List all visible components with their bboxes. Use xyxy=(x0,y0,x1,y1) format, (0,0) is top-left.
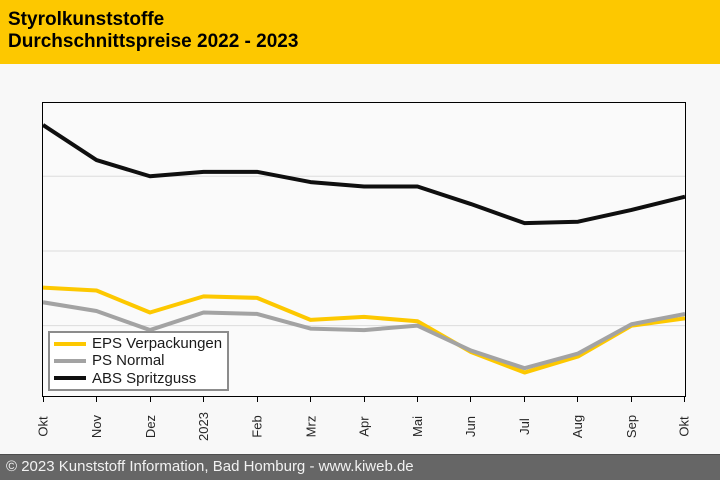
series-line-eps xyxy=(43,285,685,375)
x-tick xyxy=(203,397,205,402)
x-tick-label-text: Jun xyxy=(463,415,479,437)
legend-swatch-eps-icon xyxy=(54,341,86,346)
x-tick xyxy=(577,397,579,402)
x-tick-label: Mrz xyxy=(287,403,335,449)
x-tick-label: Aug xyxy=(554,403,602,449)
legend-item-ps: PS Normal xyxy=(54,352,227,369)
page-subtitle: Durchschnittspreise 2022 - 2023 xyxy=(8,31,299,52)
x-tick-label-text: Nov xyxy=(89,414,105,438)
x-tick xyxy=(523,397,525,402)
x-tick-label: Sep xyxy=(607,403,655,449)
x-tick-label-text: 2023 xyxy=(196,411,212,441)
x-tick-label: Feb xyxy=(233,403,281,449)
chart-legend: EPS Verpackungen PS Normal ABS Spritzgus… xyxy=(48,331,229,391)
series-line-abs xyxy=(43,123,685,226)
x-tick-label: Okt xyxy=(20,403,68,449)
x-tick-label-text: Mrz xyxy=(303,415,319,437)
x-tick-label: Nov xyxy=(73,403,121,449)
legend-label-eps: EPS Verpackungen xyxy=(92,335,223,353)
series-line-ps xyxy=(43,300,685,371)
x-tick-label: Jun xyxy=(447,403,495,449)
chart-header: Styrolkunststoffe Durchschnittspreise 20… xyxy=(0,0,720,64)
line-chart xyxy=(43,123,685,375)
x-tick xyxy=(684,397,685,402)
legend-swatch-ps-icon xyxy=(54,358,86,363)
x-tick-label: Apr xyxy=(340,403,388,449)
chart-area: Okt Nov Dez 2023 Feb Mrz Apr Mai Jun Jul Aug Sep Okt… xyxy=(0,64,720,454)
x-tick-label: Dez xyxy=(126,403,174,449)
x-tick-label-text: Jul xyxy=(516,417,532,435)
legend-swatch-abs-icon xyxy=(54,376,86,381)
x-tick xyxy=(96,397,98,402)
x-tick xyxy=(470,397,472,402)
x-tick-label-text: Okt xyxy=(676,415,692,437)
x-tick-label-text: Sep xyxy=(623,414,639,438)
x-tick xyxy=(630,397,632,402)
x-tick-label-text: Dez xyxy=(142,414,158,438)
x-tick xyxy=(149,397,151,402)
legend-item-eps: EPS Verpackungen xyxy=(54,335,227,352)
page-title: Styrolkunststoffe xyxy=(8,9,165,30)
copyright-text: © 2023 Kunststoff Information, Bad Hombu… xyxy=(6,458,414,475)
legend-label-abs: ABS Spritzguss xyxy=(92,369,197,387)
footer-bar: © 2023 Kunststoff Information, Bad Hombu… xyxy=(0,454,720,480)
x-tick xyxy=(43,397,44,402)
x-tick xyxy=(363,397,365,402)
x-tick-label: 2023 xyxy=(180,403,228,449)
x-tick-label-text: Okt xyxy=(35,415,51,437)
legend-item-abs: ABS Spritzguss xyxy=(54,370,227,387)
x-tick xyxy=(416,397,418,402)
x-tick-label-text: Mai xyxy=(409,415,425,437)
x-tick-label: Okt xyxy=(661,403,709,449)
x-tick xyxy=(256,397,258,402)
x-tick-label: Jul xyxy=(500,403,548,449)
legend-label-ps: PS Normal xyxy=(92,352,165,370)
x-tick-label-text: Apr xyxy=(356,415,372,437)
x-tick-label-text: Aug xyxy=(570,414,586,438)
x-tick xyxy=(310,397,312,402)
x-tick-label-text: Feb xyxy=(249,414,265,438)
x-tick-label: Mai xyxy=(393,403,441,449)
